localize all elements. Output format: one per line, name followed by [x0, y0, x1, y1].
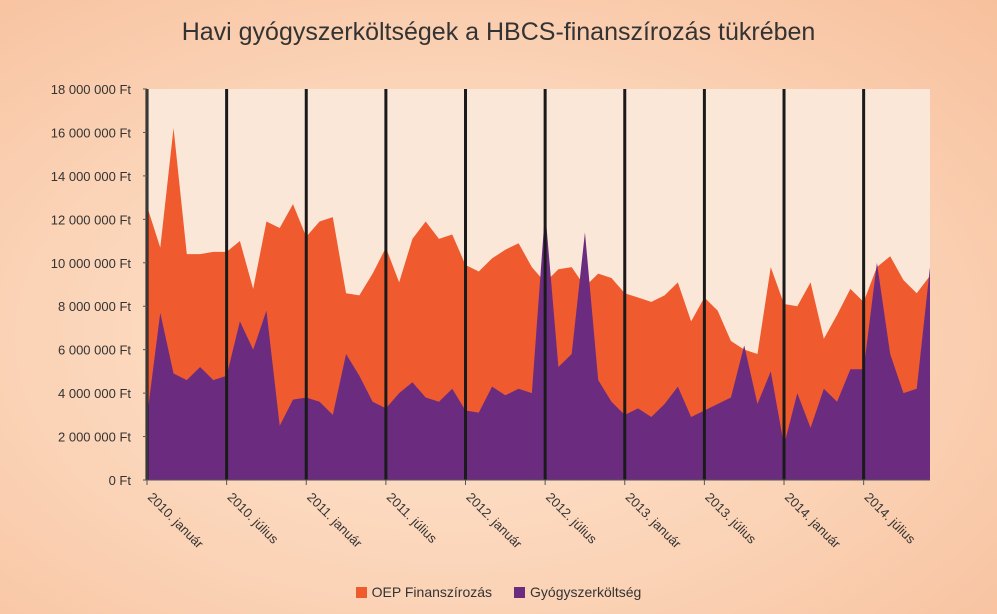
y-tick-label: 12 000 000 Ft: [51, 212, 132, 227]
legend-swatch-gyogyszer: [514, 586, 526, 598]
x-tick-label: 2010. január: [145, 490, 207, 552]
legend-swatch-oep: [355, 586, 367, 598]
legend-label-oep: OEP Finanszírozás: [371, 584, 493, 600]
y-tick-label: 8 000 000 Ft: [58, 299, 131, 314]
legend-label-gyogyszer: Gyógyszerköltség: [530, 584, 642, 600]
series-area-gyogyszer: [147, 210, 930, 480]
y-tick-label: 18 000 000 Ft: [51, 82, 132, 97]
x-tick-label: 2014. július: [862, 490, 919, 547]
x-tick-label: 2012. július: [543, 490, 600, 547]
y-tick-label: 10 000 000 Ft: [51, 256, 132, 271]
x-tick-label: 2013. január: [623, 490, 685, 552]
y-tick-label: 14 000 000 Ft: [51, 169, 132, 184]
x-tick-label: 2010. július: [225, 490, 282, 547]
x-tick-label: 2011. január: [304, 490, 366, 552]
x-tick-label: 2011. július: [384, 490, 441, 547]
y-tick-label: 6 000 000 Ft: [58, 343, 131, 358]
legend-item-oep: OEP Finanszírozás: [355, 584, 493, 600]
x-tick-label: 2013. július: [702, 490, 759, 547]
y-tick-label: 0 Ft: [109, 473, 132, 488]
y-tick-label: 16 000 000 Ft: [51, 125, 132, 140]
legend-item-gyogyszer: Gyógyszerköltség: [514, 584, 641, 600]
chart-title: Havi gyógyszerköltségek a HBCS-finanszír…: [181, 18, 816, 46]
x-tick-label: 2012. január: [463, 490, 525, 552]
x-tick-label: 2014. január: [782, 490, 844, 552]
chart-legend: OEP Finanszírozás Gyógyszerköltség: [0, 584, 997, 600]
y-tick-label: 2 000 000 Ft: [58, 430, 131, 445]
y-tick-label: 4 000 000 Ft: [58, 386, 131, 401]
